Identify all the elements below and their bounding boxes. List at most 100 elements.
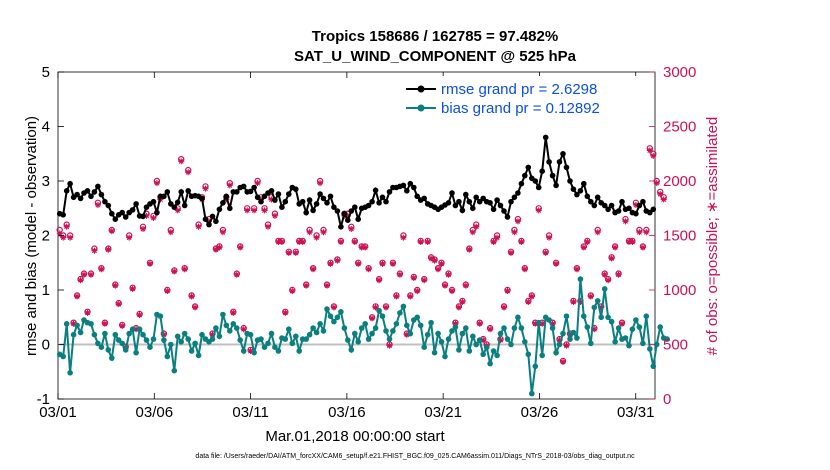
rmse-point [299, 198, 306, 205]
obs-assimilated-point [261, 207, 268, 214]
bias-point [588, 340, 594, 347]
obs-assimilated-point [247, 348, 254, 355]
bias-point [358, 325, 365, 331]
y-left-tick-label: 3 [42, 173, 50, 190]
bias-point [452, 324, 459, 330]
obs-assimilated-point [521, 266, 528, 273]
obs-assimilated-point [476, 320, 483, 327]
y-right-tick-label: 3000 [663, 64, 696, 81]
bias-series [56, 276, 670, 397]
bias-point [372, 325, 379, 331]
obs-assimilated-point [174, 207, 181, 214]
obs-assimilated-point [209, 331, 216, 338]
rmse-point [220, 200, 226, 206]
bias-point [487, 360, 493, 367]
obs-assimilated-point [442, 282, 449, 289]
bias-point [407, 330, 414, 337]
obs-assimilated-point [462, 282, 469, 289]
rmse-point [515, 190, 521, 196]
bias-point [74, 322, 80, 329]
bias-point [293, 333, 299, 340]
bias-point [63, 321, 70, 327]
obs-assimilated-point [379, 260, 386, 267]
obs-assimilated-point [507, 249, 514, 256]
rmse-point [286, 191, 292, 197]
bias-point [591, 304, 598, 311]
rmse-point [386, 189, 393, 195]
y-right-tick-label: 2000 [663, 173, 696, 190]
rmse-point [352, 204, 358, 210]
rmse-point [476, 198, 483, 205]
rmse-point [209, 213, 216, 220]
rmse-point [272, 197, 278, 203]
rmse-point [463, 191, 469, 198]
bias-point [376, 307, 382, 314]
rmse-point [320, 195, 327, 202]
bias-point [70, 331, 77, 338]
obs-assimilated-point [348, 225, 355, 232]
rmse-point [313, 201, 320, 207]
bias-point [88, 321, 94, 327]
rmse-point [74, 191, 80, 198]
bias-point [535, 319, 542, 326]
bias-point [60, 353, 66, 360]
obs-assimilated-point [244, 207, 251, 214]
rmse-point [279, 204, 285, 210]
obs-assimilated-point [619, 320, 626, 327]
rmse-point [535, 184, 542, 191]
obs-assimilated-point [417, 239, 424, 246]
bias-point [216, 333, 223, 340]
obs-assimilated-point [226, 182, 233, 189]
rmse-point [525, 164, 532, 171]
rmse-point [532, 178, 539, 184]
bias-point [650, 363, 657, 370]
rmse-point [379, 194, 386, 201]
rmse-point [178, 189, 184, 195]
obs-assimilated-point [56, 230, 63, 237]
rmse-point [421, 195, 428, 202]
bias-point [272, 344, 278, 351]
bias-point [199, 331, 205, 338]
obs-assimilated-point [344, 212, 351, 219]
obs-assimilated-point [337, 239, 344, 246]
rmse-point [129, 207, 136, 213]
rmse-point [640, 198, 646, 205]
rmse-point [154, 209, 160, 216]
bias-point [421, 344, 428, 351]
bias-point [261, 344, 268, 351]
obs-assimilated-point [643, 229, 650, 236]
y-right-tick-label: 0 [663, 391, 671, 408]
rmse-point [650, 206, 657, 213]
obs-assimilated-point [653, 180, 660, 187]
bias-point [563, 313, 570, 320]
rmse-point [549, 172, 556, 179]
rmse-point [601, 202, 608, 209]
obs-assimilated-point [275, 239, 282, 246]
bias-point [490, 348, 497, 354]
obs-assimilated-point [143, 212, 150, 219]
bias-point [369, 330, 375, 337]
bias-point [181, 330, 188, 337]
obs-assimilated-point [445, 271, 452, 278]
bias-point [539, 352, 545, 359]
obs-assimilated-point [251, 207, 258, 214]
obs-assimilated-point [87, 271, 94, 278]
obs-assimilated-point [264, 223, 271, 230]
bias-point [345, 337, 351, 343]
obs-assimilated-point [310, 266, 317, 273]
bias-point [556, 341, 563, 348]
obs-assimilated-point [514, 218, 521, 225]
rmse-point [508, 198, 514, 205]
rmse-point [119, 209, 125, 216]
rmse-point [494, 197, 500, 203]
rmse-point [91, 189, 98, 195]
rmse-point [567, 178, 573, 184]
obs-assimilated-point [181, 266, 188, 273]
obs-count-series [56, 145, 667, 365]
obs-assimilated-point [296, 239, 303, 246]
legend-box [400, 76, 646, 120]
bias-point [268, 330, 275, 337]
rmse-point [473, 194, 480, 201]
rmse-point [133, 201, 139, 207]
rmse-point [216, 206, 223, 213]
